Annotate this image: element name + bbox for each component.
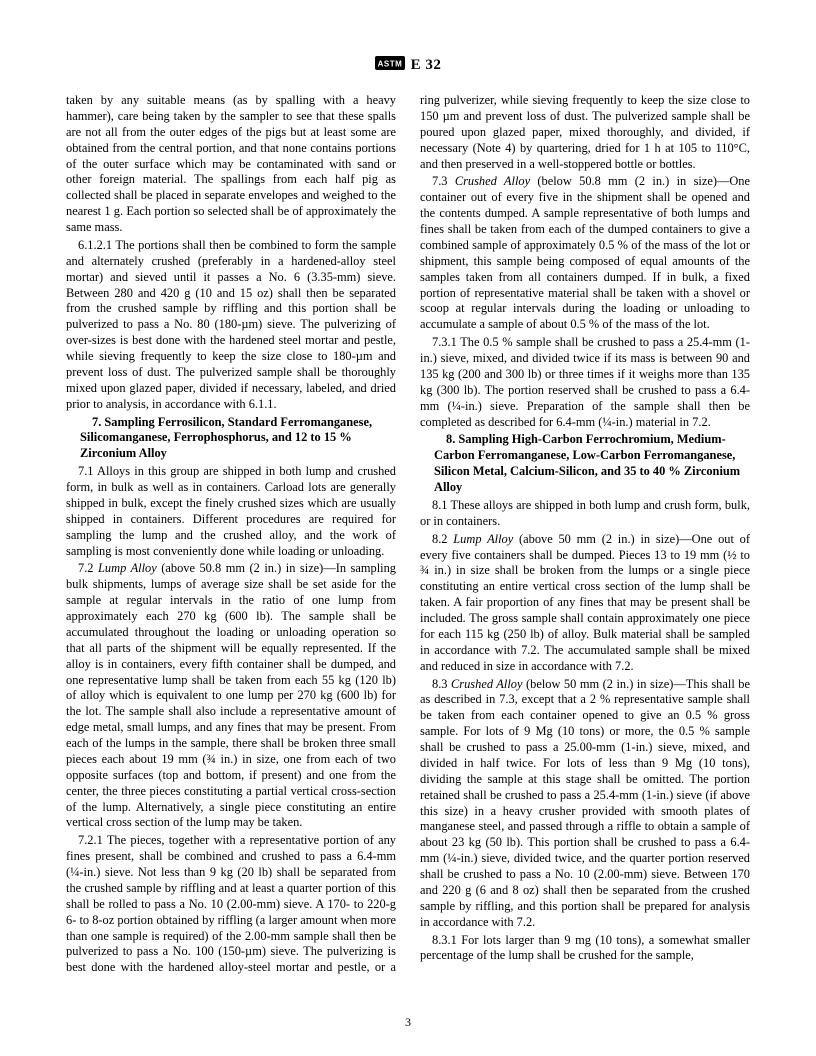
para-7-3-1: 7.3.1 The 0.5 % sample shall be crushed … (420, 335, 750, 430)
para-8-3: 8.3 Crushed Alloy (below 50 mm (2 in.) i… (420, 677, 750, 931)
para-7-2: 7.2 Lump Alloy (above 50.8 mm (2 in.) in… (66, 561, 396, 831)
para-8-2-num: 8.2 (432, 532, 453, 546)
page-number: 3 (0, 1015, 816, 1030)
section-7-heading: 7. Sampling Ferrosilicon, Standard Ferro… (66, 415, 396, 463)
para-8-3-1: 8.3.1 For lots larger than 9 mg (10 tons… (420, 933, 750, 965)
para-6-1-2-1: 6.1.2.1 The portions shall then be combi… (66, 238, 396, 413)
astm-logo-icon: ASTM (375, 56, 405, 75)
page-header: ASTM E 32 (66, 56, 750, 75)
para-7-3-body: (below 50.8 mm (2 in.) in size)—One cont… (420, 174, 750, 331)
body-columns: taken by any suitable means (as by spall… (66, 93, 750, 976)
para-7-2-term: Lump Alloy (98, 561, 157, 575)
para-7-1: 7.1 Alloys in this group are shipped in … (66, 464, 396, 559)
para-7-2-num: 7.2 (78, 561, 98, 575)
para-8-3-term: Crushed Alloy (451, 677, 522, 691)
para-7-2-body: (above 50.8 mm (2 in.) in size)—In sampl… (66, 561, 396, 829)
designation-label: E 32 (411, 57, 442, 73)
para-7-3-term: Crushed Alloy (455, 174, 530, 188)
para-8-2-body: (above 50 mm (2 in.) in size)—One out of… (420, 532, 750, 673)
para-8-2-term: Lump Alloy (453, 532, 513, 546)
para-6-1-2-cont: taken by any suitable means (as by spall… (66, 93, 396, 236)
section-8-heading: 8. Sampling High-Carbon Ferrochromium, M… (420, 432, 750, 496)
para-8-3-body: (below 50 mm (2 in.) in size)—This shall… (420, 677, 750, 929)
para-8-2: 8.2 Lump Alloy (above 50 mm (2 in.) in s… (420, 532, 750, 675)
para-7-3-num: 7.3 (432, 174, 455, 188)
para-8-1: 8.1 These alloys are shipped in both lum… (420, 498, 750, 530)
para-7-3: 7.3 Crushed Alloy (below 50.8 mm (2 in.)… (420, 174, 750, 333)
page: ASTM E 32 taken by any suitable means (a… (0, 0, 816, 1056)
para-8-3-num: 8.3 (432, 677, 451, 691)
svg-text:ASTM: ASTM (377, 60, 402, 69)
